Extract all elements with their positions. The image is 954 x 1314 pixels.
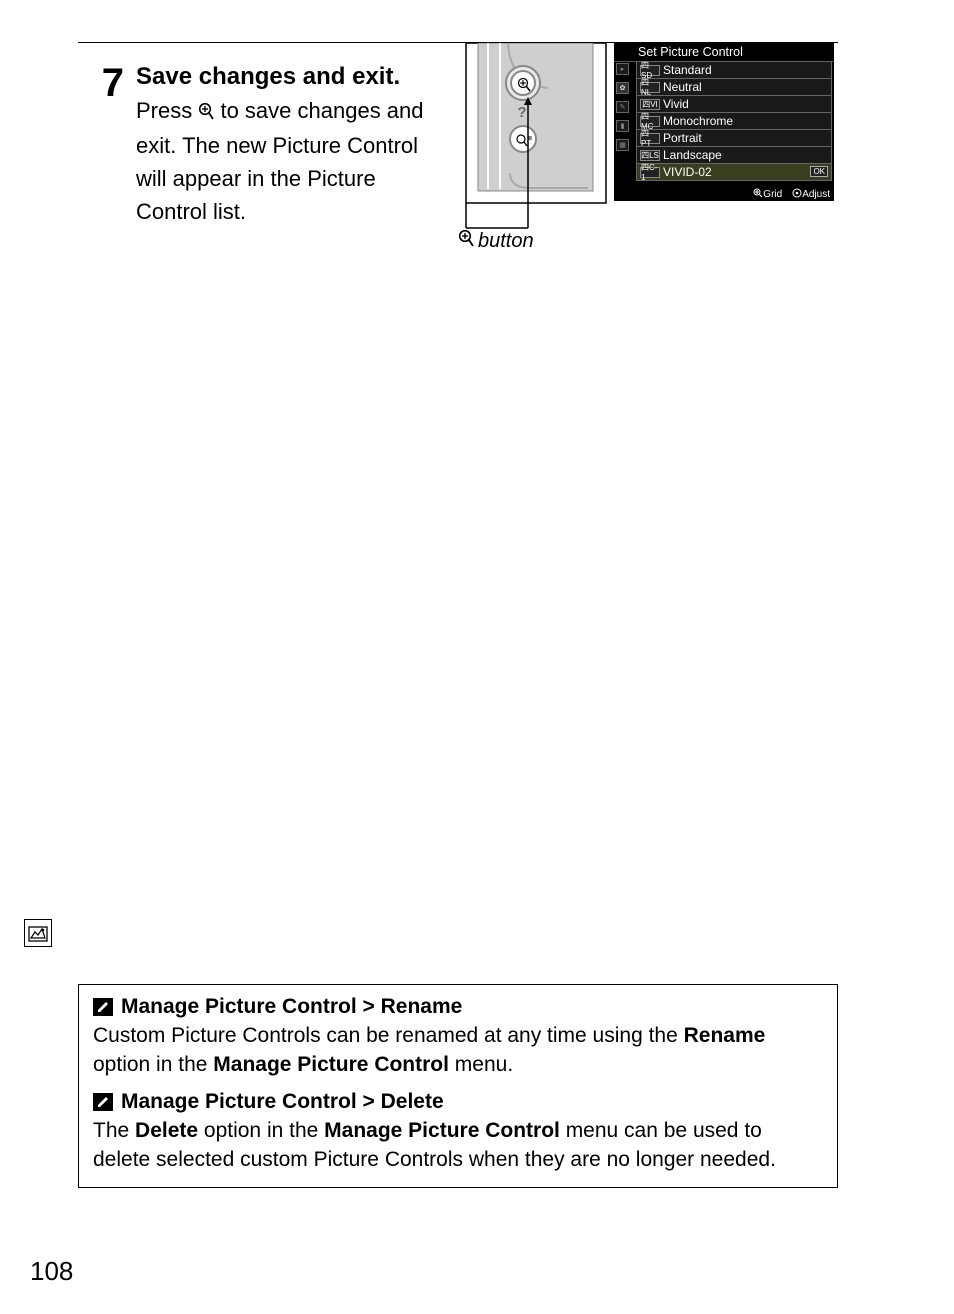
pencil-icon	[93, 1093, 113, 1111]
item-label: Standard	[663, 63, 712, 77]
playback-tab-icon: ▸	[616, 63, 629, 75]
page-number: 108	[30, 1256, 73, 1287]
note-heading-rename: Manage Picture Control > Rename	[93, 995, 823, 1019]
figure-caption: button	[458, 229, 534, 253]
picture-control-list: 四SDStandard 四NLNeutral 四VIVivid 四MCMonoc…	[614, 61, 834, 181]
preset-badge: 四MC	[640, 116, 660, 127]
section-tab-icon	[24, 919, 52, 947]
retouch-tab-icon: ▦	[616, 139, 629, 151]
note-body-rename: Custom Picture Controls can be renamed a…	[93, 1021, 823, 1080]
item-label: Neutral	[663, 80, 702, 94]
preset-badge: 四PT	[640, 133, 660, 144]
caption-text: button	[478, 230, 534, 253]
preset-badge: 四C-1	[640, 167, 660, 178]
preset-badge: 四SD	[640, 65, 660, 76]
preset-badge: 四NL	[640, 82, 660, 93]
step-body-before: Press	[136, 98, 198, 123]
step-title: Save changes and exit.	[136, 61, 444, 92]
pencil-icon	[93, 998, 113, 1016]
footer-grid: Grid	[753, 188, 782, 200]
note-h2-text: Manage Picture Control > Delete	[121, 1090, 444, 1114]
list-item: 四SDStandard	[636, 61, 832, 79]
note-body-delete: The Delete option in the Manage Picture …	[93, 1116, 823, 1175]
item-label: VIVID-02	[663, 165, 712, 179]
preset-badge: 四LS	[640, 150, 660, 161]
setup-tab-icon: ▮	[616, 120, 629, 132]
screen-footer: Grid Adjust	[753, 188, 830, 200]
camera-screen: Set Picture Control ▸ ✿ ✎ ▮ ▦ 四SDStandar…	[614, 43, 834, 201]
item-label: Landscape	[663, 148, 722, 162]
step-body: Press to save changes and exit. The new …	[136, 94, 444, 228]
list-item: 四VIVivid	[636, 95, 832, 113]
item-label: Monochrome	[663, 114, 733, 128]
screen-sidebar: ▸ ✿ ✎ ▮ ▦	[616, 63, 632, 151]
list-item: 四MCMonochrome	[636, 112, 832, 130]
shooting-tab-icon: ✿	[616, 82, 629, 94]
ok-badge: OK	[810, 166, 828, 177]
page-content: 7 Save changes and exit. Press to save c…	[78, 42, 838, 228]
step-number: 7	[78, 61, 124, 228]
magnify-plus-icon	[198, 96, 214, 129]
svg-text:?: ?	[517, 104, 526, 121]
item-label: Portrait	[663, 131, 702, 145]
list-item-selected: 四C-1VIVID-02 OK	[636, 163, 832, 181]
preset-badge: 四VI	[640, 99, 660, 110]
note-h1-text: Manage Picture Control > Rename	[121, 995, 462, 1019]
note-box: Manage Picture Control > Rename Custom P…	[78, 984, 838, 1188]
list-item: 四NLNeutral	[636, 78, 832, 96]
magnify-plus-icon	[458, 229, 474, 253]
note-heading-delete: Manage Picture Control > Delete	[93, 1090, 823, 1114]
item-label: Vivid	[663, 97, 689, 111]
step-text: Save changes and exit. Press to save cha…	[124, 61, 444, 228]
custom-tab-icon: ✎	[616, 101, 629, 113]
footer-adjust: Adjust	[792, 188, 830, 200]
list-item: 四LSLandscape	[636, 146, 832, 164]
camera-diagram: ? ⊠	[458, 43, 618, 243]
list-item: 四PTPortrait	[636, 129, 832, 147]
